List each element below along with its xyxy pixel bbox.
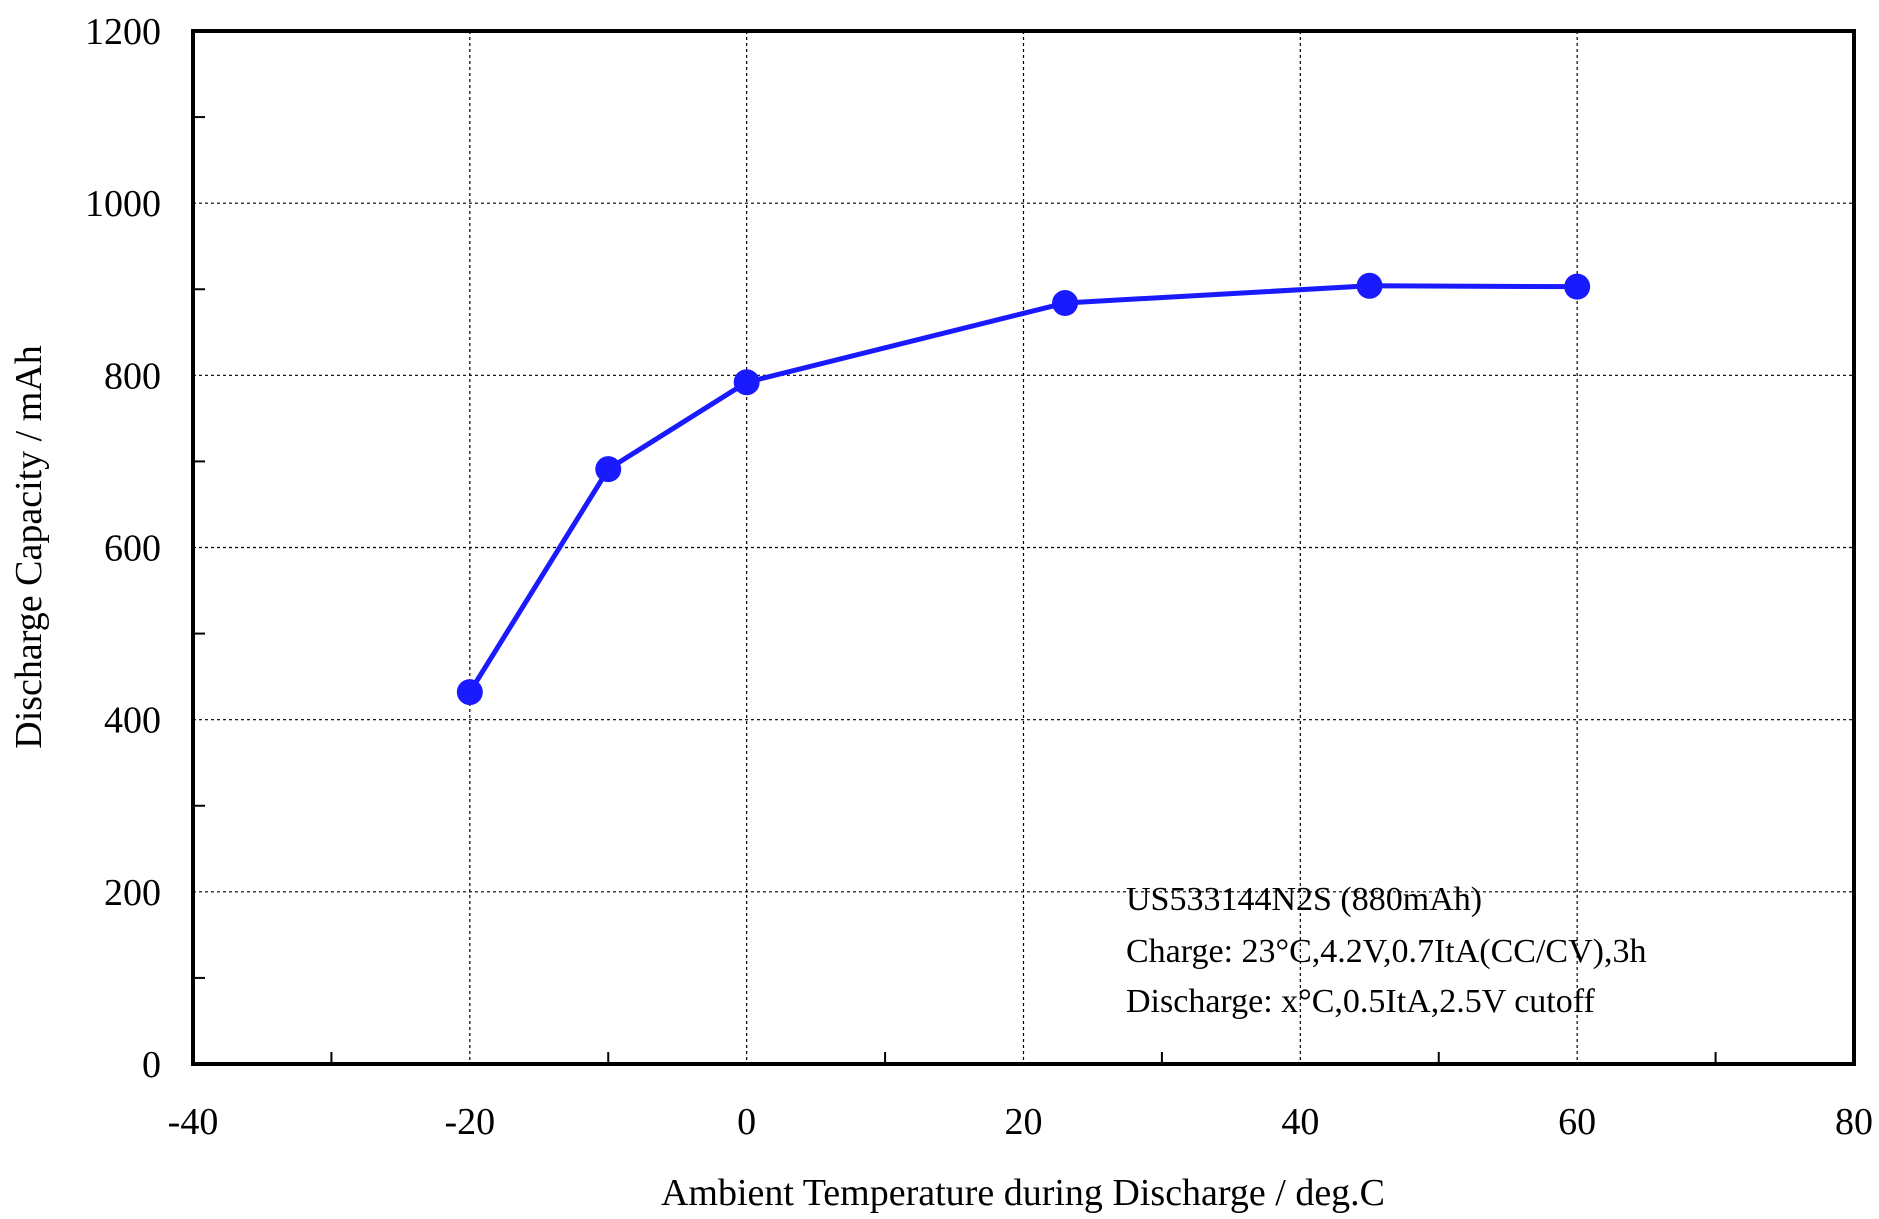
x-tick-label: 40 — [1281, 1101, 1319, 1143]
data-point — [733, 369, 760, 396]
y-tick-label: 0 — [142, 1044, 161, 1086]
x-tick-label: 0 — [737, 1101, 756, 1143]
data-point — [1356, 272, 1383, 299]
x-axis-title: Ambient Temperature during Discharge / d… — [661, 1172, 1385, 1214]
data-point — [1564, 273, 1591, 300]
minor-ticks — [193, 116, 1717, 1064]
y-tick-label: 600 — [104, 528, 161, 570]
x-tick-label: 20 — [1005, 1101, 1043, 1143]
grid-layer — [193, 31, 1854, 1064]
series-layer — [456, 272, 1591, 706]
y-tick-label: 1000 — [85, 183, 161, 225]
data-point — [1052, 290, 1079, 317]
x-tick-labels: -40 -20 0 20 40 60 80 — [168, 1101, 1873, 1143]
x-tick-label: 80 — [1835, 1101, 1873, 1143]
data-point — [595, 456, 622, 483]
y-tick-label: 400 — [104, 700, 161, 742]
y-axis-title: Discharge Capacity / mAh — [8, 345, 50, 748]
series-line — [467, 283, 1578, 694]
y-tick-label: 200 — [104, 872, 161, 914]
x-tick-label: -20 — [445, 1101, 496, 1143]
annotation-line-2: Charge: 23°C,4.2V,0.7ItA(CC/CV),3h — [1126, 933, 1646, 970]
plot-frame — [191, 29, 1856, 1066]
annotation-line-3: Discharge: x°C,0.5ItA,2.5V cutoff — [1126, 983, 1595, 1020]
y-tick-labels: 0 200 400 600 800 1000 1200 — [85, 11, 161, 1086]
y-tick-label: 800 — [104, 355, 161, 397]
y-tick-label: 1200 — [85, 11, 161, 53]
x-tick-label: 60 — [1558, 1101, 1596, 1143]
annotation-line-1: US533144N2S (880mAh) — [1126, 881, 1482, 918]
data-point — [456, 679, 483, 706]
x-tick-label: -40 — [168, 1101, 219, 1143]
